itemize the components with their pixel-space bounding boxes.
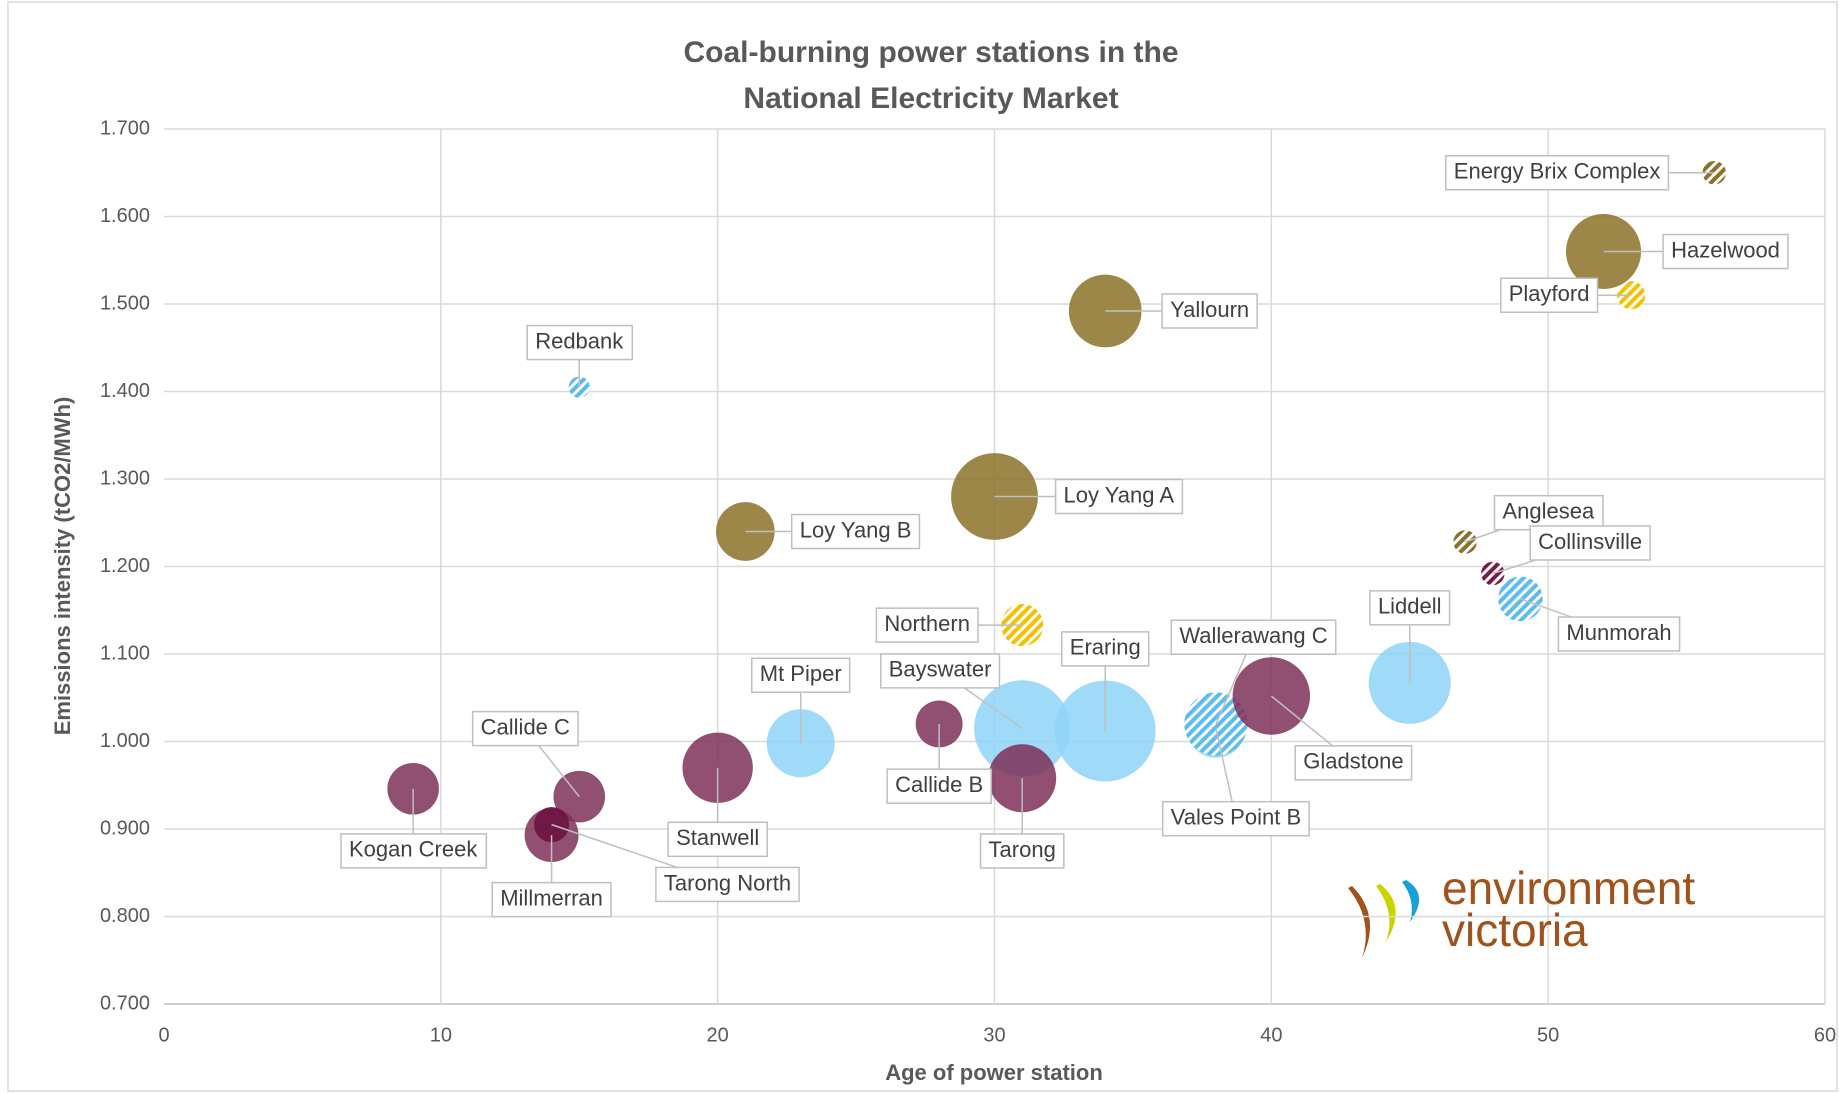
data-label: Tarong North xyxy=(664,870,791,895)
x-tick-label: 30 xyxy=(983,1024,1005,1046)
label-box xyxy=(979,833,1065,869)
y-tick-label: 1.400 xyxy=(100,380,150,402)
label-box xyxy=(471,710,579,747)
label-box xyxy=(1662,233,1789,270)
label-box xyxy=(655,866,800,903)
data-label: Vales Point B xyxy=(1171,804,1301,829)
y-tick-label: 1.700 xyxy=(100,117,150,139)
x-tick-label: 20 xyxy=(707,1024,729,1046)
y-axis-title: Emissions intensity (tCO2/MWh) xyxy=(50,397,75,736)
data-label: Callide B xyxy=(895,772,983,797)
data-label: Munmorah xyxy=(1566,620,1671,645)
data-label: Eraring xyxy=(1070,635,1141,660)
bubble xyxy=(1184,692,1248,756)
label-box xyxy=(1054,478,1184,515)
y-tick-label: 1.300 xyxy=(100,467,150,489)
x-tick-label: 60 xyxy=(1814,1024,1836,1046)
data-label: Collinsville xyxy=(1538,529,1642,554)
label-box xyxy=(1529,525,1651,561)
bubbles xyxy=(387,161,1726,863)
x-tick-label: 10 xyxy=(430,1024,452,1046)
x-axis-title: Age of power station xyxy=(885,1060,1103,1085)
label-box xyxy=(526,324,634,361)
data-label: Bayswater xyxy=(889,657,992,682)
label-box xyxy=(886,768,992,804)
label-box xyxy=(1161,800,1310,837)
x-tick-label: 0 xyxy=(158,1024,169,1046)
logo-mark xyxy=(1348,880,1420,958)
data-label: Yallourn xyxy=(1170,297,1249,322)
data-label: Stanwell xyxy=(676,825,759,850)
data-label: Tarong xyxy=(989,837,1056,862)
data-label: Gladstone xyxy=(1303,749,1403,774)
label-box xyxy=(1061,631,1150,667)
x-tick-label: 40 xyxy=(1260,1024,1282,1046)
data-label: Loy Yang A xyxy=(1064,482,1175,507)
data-label: Playford xyxy=(1509,281,1590,306)
x-tick-label: 50 xyxy=(1537,1024,1559,1046)
label-box xyxy=(875,607,979,643)
data-label: Redbank xyxy=(535,328,624,353)
y-tick-label: 1.600 xyxy=(100,205,150,227)
data-label: Kogan Creek xyxy=(349,837,478,862)
logo-text: environment xyxy=(1442,862,1695,914)
data-label: Northern xyxy=(884,611,970,636)
data-label: Loy Yang B xyxy=(800,517,912,542)
chart-title: National Electricity Market xyxy=(743,82,1118,115)
y-tick-label: 1.200 xyxy=(100,555,150,577)
y-tick-label: 1.500 xyxy=(100,292,150,314)
chart-title: Coal-burning power stations in the xyxy=(684,36,1179,69)
y-tick-label: 0.700 xyxy=(100,992,150,1014)
data-label: Mt Piper xyxy=(760,661,842,686)
data-label: Millmerran xyxy=(500,885,603,910)
label-box xyxy=(1500,277,1599,313)
label-box xyxy=(790,513,921,550)
y-tick-label: 0.800 xyxy=(100,905,150,927)
data-label: Callide C xyxy=(481,714,570,739)
label-box xyxy=(340,833,488,869)
label-box xyxy=(1161,293,1258,329)
data-label: Wallerawang C xyxy=(1179,623,1327,648)
label-box xyxy=(1369,590,1451,626)
label-box xyxy=(491,881,612,918)
data-label: Liddell xyxy=(1378,594,1442,619)
labels: Energy Brix Complex Hazelwood Playford Yall… xyxy=(340,155,1789,918)
label-box xyxy=(1445,155,1670,191)
y-tick-label: 0.900 xyxy=(100,817,150,839)
label-box xyxy=(879,653,1001,689)
data-label: Hazelwood xyxy=(1671,237,1780,262)
y-tick-label: 1.100 xyxy=(100,642,150,664)
label-box xyxy=(667,821,768,858)
data-label: Energy Brix Complex xyxy=(1454,159,1661,184)
label-box xyxy=(751,657,851,693)
logo-text: victoria xyxy=(1442,904,1588,956)
label-box xyxy=(1294,745,1413,781)
label-box xyxy=(1170,619,1337,655)
data-label: Anglesea xyxy=(1503,498,1596,523)
y-tick-label: 1.000 xyxy=(100,730,150,752)
label-box xyxy=(1557,616,1681,652)
